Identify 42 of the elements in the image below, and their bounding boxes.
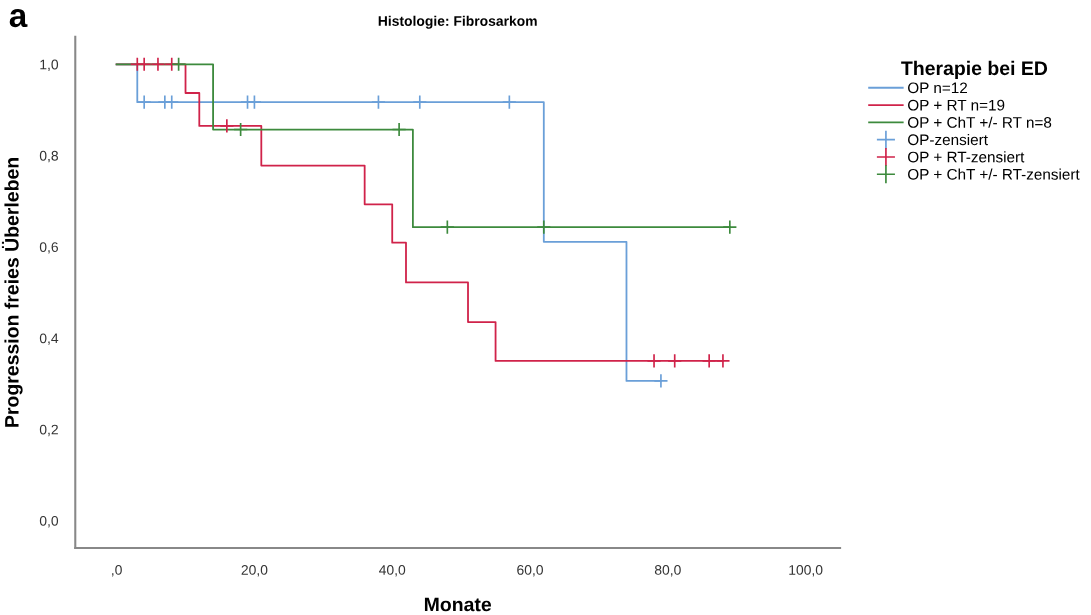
point	[136, 94, 152, 110]
point	[136, 56, 152, 72]
point	[219, 118, 235, 134]
point	[171, 56, 187, 72]
legend-label: OP n=12	[908, 82, 968, 94]
x-tick-label: 20,0	[241, 565, 268, 577]
point	[701, 353, 717, 369]
y-tick-label: 0,4	[39, 333, 59, 345]
x-tick-label: 40,0	[379, 565, 406, 577]
legend-title: Therapie bei ED	[901, 60, 1048, 79]
y-tick-label: 0,6	[39, 242, 58, 254]
point	[391, 122, 407, 137]
point	[439, 219, 455, 235]
y-axis-title: Progression freies Überleben	[1, 158, 23, 427]
legend-label: OP + RT-zensiert	[908, 151, 1025, 163]
y-tick-label: 0,8	[39, 150, 59, 163]
x-tick-label: ,0	[112, 565, 122, 577]
legend-label: OP + ChT +/- RT n=8	[908, 116, 1052, 128]
legend-label: OP + RT n=19	[908, 99, 1005, 111]
text: a	[9, 8, 28, 28]
point	[715, 353, 731, 369]
y-tick-label: 1,0	[40, 59, 59, 72]
point	[653, 373, 669, 389]
point	[667, 353, 683, 369]
x-tick-label: 100,0	[789, 565, 823, 577]
x-tick-label: 60,0	[517, 565, 543, 577]
x-tick-label: 80,0	[654, 565, 681, 577]
point	[164, 94, 180, 110]
chart-title: Histologie: Fibrosarkom	[378, 15, 537, 29]
point	[371, 94, 386, 110]
point	[536, 219, 552, 235]
point	[412, 94, 428, 110]
y-tick-label: 0,2	[39, 424, 58, 437]
x-axis-title: Monate	[424, 597, 492, 612]
point	[501, 94, 517, 110]
point	[646, 353, 662, 369]
y-tick-label: 0,0	[39, 515, 59, 528]
point	[722, 219, 738, 235]
point	[150, 56, 166, 72]
point	[233, 122, 249, 137]
legend-label: OP-zensiert	[908, 133, 988, 146]
legend-label: OP + ChT +/- RT-zensiert	[908, 168, 1080, 180]
